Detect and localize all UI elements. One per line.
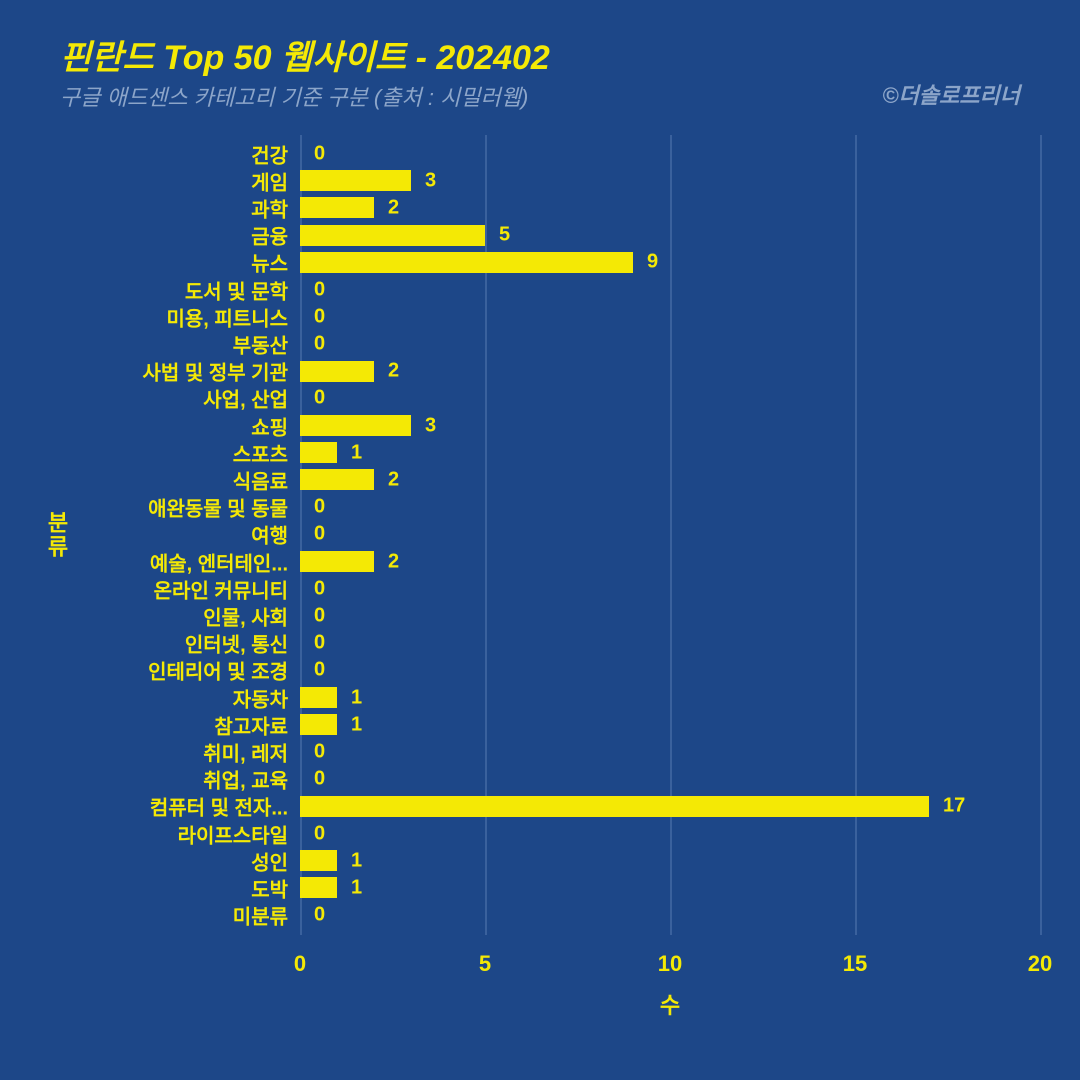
value-label: 3 xyxy=(425,414,436,437)
value-label: 2 xyxy=(388,468,399,491)
value-label: 0 xyxy=(314,523,325,546)
value-label: 0 xyxy=(314,822,325,845)
value-label: 5 xyxy=(499,224,510,247)
value-label: 3 xyxy=(425,169,436,192)
x-tick-label: 20 xyxy=(1028,951,1052,977)
category-label: 예술, 엔터테인... xyxy=(150,547,288,576)
category-label: 인터넷, 통신 xyxy=(185,629,288,658)
category-label: 쇼핑 xyxy=(251,411,288,440)
value-label: 0 xyxy=(314,496,325,519)
category-label: 건강 xyxy=(251,139,288,168)
y-axis-title: 분류 xyxy=(40,511,72,559)
value-label: 17 xyxy=(943,795,965,818)
value-label: 1 xyxy=(351,686,362,709)
category-label: 금융 xyxy=(251,221,288,250)
bar xyxy=(300,170,411,191)
category-label: 도박 xyxy=(251,873,288,902)
value-label: 1 xyxy=(351,713,362,736)
value-label: 0 xyxy=(314,659,325,682)
category-label: 사업, 산업 xyxy=(203,384,288,413)
category-label: 취업, 교육 xyxy=(203,765,288,794)
value-label: 0 xyxy=(314,768,325,791)
bar xyxy=(300,225,485,246)
value-label: 2 xyxy=(388,196,399,219)
value-label: 0 xyxy=(314,332,325,355)
category-label: 참고자료 xyxy=(214,710,288,739)
category-label: 스포츠 xyxy=(233,438,288,467)
value-label: 0 xyxy=(314,305,325,328)
category-label: 게임 xyxy=(251,166,288,195)
x-tick-label: 10 xyxy=(658,951,682,977)
x-axis-title: 수 xyxy=(660,988,680,1020)
category-label: 온라인 커뮤니티 xyxy=(154,574,288,603)
value-label: 0 xyxy=(314,142,325,165)
category-label: 인테리어 및 조경 xyxy=(148,656,288,685)
value-label: 2 xyxy=(388,550,399,573)
bar xyxy=(300,361,374,382)
category-label: 뉴스 xyxy=(251,248,288,277)
bar xyxy=(300,714,337,735)
chart-title: 핀란드 Top 50 웹사이트 - 202402 xyxy=(60,30,550,79)
category-label: 사법 및 정부 기관 xyxy=(143,357,288,386)
value-label: 1 xyxy=(351,441,362,464)
category-label: 과학 xyxy=(251,193,288,222)
chart-subtitle: 구글 애드센스 카테고리 기준 구분 (출처 : 시밀러웹) xyxy=(60,80,528,112)
category-label: 여행 xyxy=(251,520,288,549)
value-label: 0 xyxy=(314,632,325,655)
bar-chart-plot: 수 05101520건강0게임3과학2금융5뉴스9도서 및 문학0미용, 피트니… xyxy=(300,135,1040,935)
x-tick-label: 15 xyxy=(843,951,867,977)
bar xyxy=(300,796,929,817)
value-label: 0 xyxy=(314,577,325,600)
category-label: 인물, 사회 xyxy=(203,601,288,630)
bar xyxy=(300,252,633,273)
category-label: 라이프스타일 xyxy=(178,819,288,848)
value-label: 0 xyxy=(314,604,325,627)
category-label: 식음료 xyxy=(233,465,288,494)
x-tick-label: 5 xyxy=(479,951,491,977)
value-label: 0 xyxy=(314,740,325,763)
value-label: 0 xyxy=(314,278,325,301)
category-label: 미용, 피트니스 xyxy=(166,302,288,331)
bar xyxy=(300,687,337,708)
grid-line xyxy=(1040,135,1042,935)
bar xyxy=(300,469,374,490)
x-tick-label: 0 xyxy=(294,951,306,977)
category-label: 성인 xyxy=(251,846,288,875)
bar xyxy=(300,877,337,898)
category-label: 자동차 xyxy=(233,683,288,712)
category-label: 도서 및 문학 xyxy=(185,275,288,304)
bar xyxy=(300,197,374,218)
category-label: 애완동물 및 동물 xyxy=(148,493,288,522)
bar xyxy=(300,415,411,436)
bar xyxy=(300,551,374,572)
chart-credit: ©더솔로프리너 xyxy=(882,78,1020,110)
value-label: 0 xyxy=(314,904,325,927)
value-label: 1 xyxy=(351,849,362,872)
category-label: 취미, 레저 xyxy=(203,737,288,766)
value-label: 0 xyxy=(314,387,325,410)
value-label: 2 xyxy=(388,360,399,383)
bar xyxy=(300,850,337,871)
value-label: 1 xyxy=(351,876,362,899)
category-label: 컴퓨터 및 전자... xyxy=(150,792,288,821)
category-label: 미분류 xyxy=(233,901,288,930)
value-label: 9 xyxy=(647,251,658,274)
category-label: 부동산 xyxy=(233,329,288,358)
bar xyxy=(300,442,337,463)
